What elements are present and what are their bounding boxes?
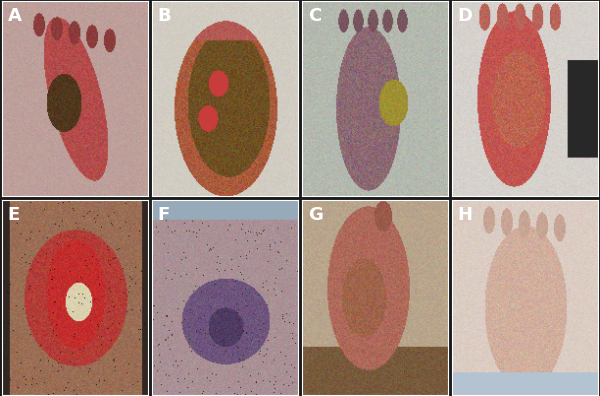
Text: A: A	[8, 7, 22, 25]
Text: F: F	[158, 206, 170, 224]
Text: C: C	[308, 7, 321, 25]
Text: E: E	[8, 206, 20, 224]
Text: G: G	[308, 206, 323, 224]
Text: B: B	[158, 7, 171, 25]
Text: H: H	[458, 206, 473, 224]
Text: D: D	[458, 7, 473, 25]
